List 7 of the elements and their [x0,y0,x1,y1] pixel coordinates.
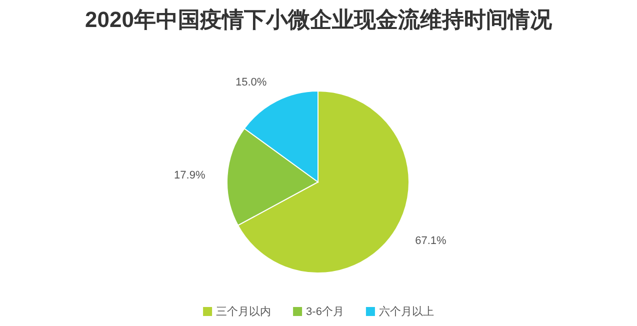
data-label: 17.9% [174,170,206,182]
legend-label: 六个月以上 [378,305,434,318]
data-label: 67.1% [415,234,446,247]
chart-title: 2020年中国疫情下小微企业现金流维持时间情况 [85,7,553,32]
legend-label: 3-6个月 [306,306,344,318]
data-label: 15.0% [235,76,267,88]
legend-label: 三个月以内 [216,305,272,318]
